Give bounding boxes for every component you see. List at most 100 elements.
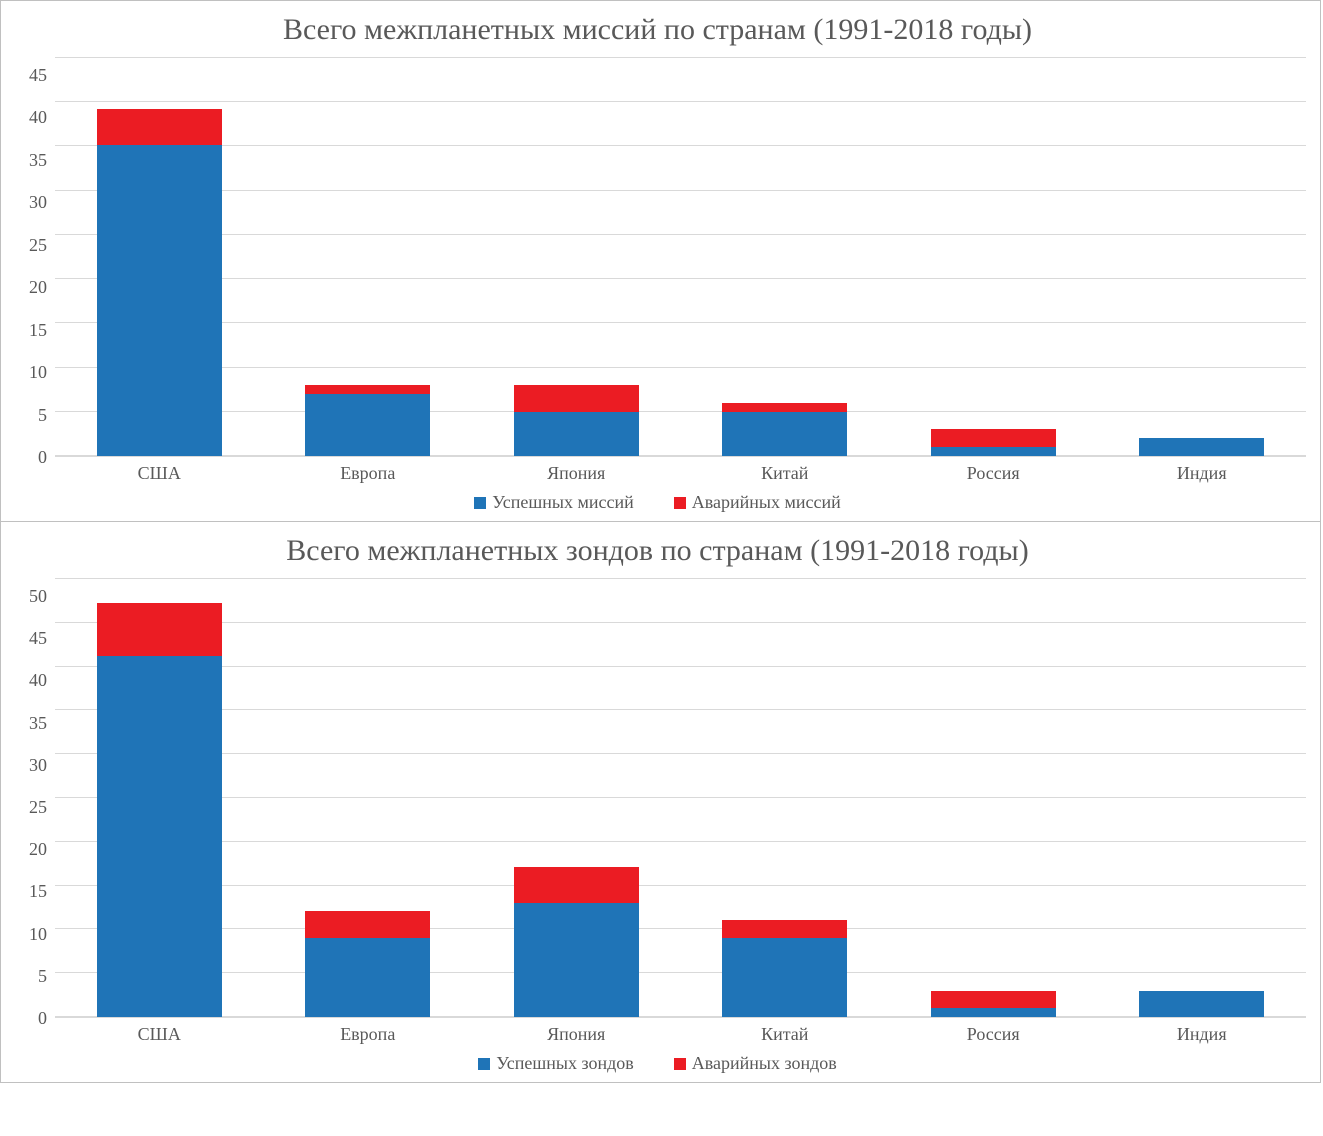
y-tick-label: 45 [29,66,47,84]
legend-item-failure: Аварийных миссий [674,492,841,513]
x-axis: СШАЕвропаЯпонияКитайРоссияИндия [55,1024,1306,1045]
legend-item-success: Успешных зондов [478,1053,634,1074]
legend: Успешных зондов Аварийных зондов [9,1053,1306,1074]
stacked-bar [514,867,639,1017]
legend-label: Аварийных зондов [692,1053,837,1074]
x-tick-label: Индия [1098,1024,1307,1045]
stacked-bar [1139,991,1264,1017]
x-tick-label: Китай [681,463,890,484]
stacked-bar [97,603,222,1017]
bar-segment-failure [97,603,222,656]
bar-segment-failure [931,429,1056,447]
bar-segment-success [514,903,639,1017]
x-tick-label: Европа [264,1024,473,1045]
bar-segment-failure [514,867,639,902]
bar-segment-success [97,656,222,1017]
x-tick-label: Россия [889,463,1098,484]
bar-segment-success [305,394,430,456]
x-axis: СШАЕвропаЯпонияКитайРоссияИндия [55,463,1306,484]
y-tick-label: 40 [29,108,47,126]
bar-segment-failure [722,403,847,412]
bar-segment-success [931,447,1056,456]
bar-segment-success [305,938,430,1017]
x-tick-label: Китай [681,1024,890,1045]
stacked-bar [722,403,847,456]
bar-slot [264,578,473,1017]
legend-item-failure: Аварийных зондов [674,1053,837,1074]
legend-label: Успешных зондов [496,1053,634,1074]
y-tick-label: 30 [29,756,47,774]
bar-segment-success [1139,991,1264,1017]
y-tick-label: 25 [29,798,47,816]
y-tick-label: 35 [29,151,47,169]
y-tick-label: 30 [29,193,47,211]
y-tick-label: 25 [29,236,47,254]
x-tick-label: США [55,1024,264,1045]
legend: Успешных миссий Аварийных миссий [9,492,1306,513]
x-tick-label: Япония [472,1024,681,1045]
y-tick-label: 50 [29,587,47,605]
stacked-bar [97,109,222,456]
legend-label: Аварийных миссий [692,492,841,513]
legend-label: Успешных миссий [492,492,634,513]
y-tick-label: 15 [29,321,47,339]
chart-title: Всего межпланетных миссий по странам (19… [9,13,1306,47]
y-axis: 454035302520151050 [9,57,55,457]
y-tick-label: 35 [29,714,47,732]
bar-segment-success [514,412,639,456]
bar-slot [889,578,1098,1017]
y-tick-label: 40 [29,671,47,689]
legend-swatch [674,497,686,509]
stacked-bar [931,429,1056,456]
chart-panel-missions: Всего межпланетных миссий по странам (19… [0,0,1321,522]
plot-area [55,578,1306,1018]
x-tick-label: США [55,463,264,484]
x-tick-label: Индия [1098,463,1307,484]
chart-title: Всего межпланетных зондов по странам (19… [9,534,1306,568]
bar-slot [472,578,681,1017]
stacked-bar [305,911,430,1017]
stacked-bar [305,385,430,456]
bar-segment-failure [931,991,1056,1009]
bar-segment-failure [305,385,430,394]
bar-slot [889,57,1098,456]
y-tick-label: 5 [38,406,47,424]
y-tick-label: 15 [29,882,47,900]
bar-slot [1098,57,1307,456]
bar-segment-success [97,145,222,456]
x-tick-label: Европа [264,463,473,484]
bars-container [55,578,1306,1017]
legend-swatch [478,1058,490,1070]
bar-slot [264,57,473,456]
legend-swatch [674,1058,686,1070]
bar-segment-success [722,412,847,456]
y-tick-label: 0 [38,448,47,466]
bars-container [55,57,1306,456]
y-tick-label: 20 [29,278,47,296]
stacked-bar [722,920,847,1017]
y-axis: 50454035302520151050 [9,578,55,1018]
bar-segment-failure [97,109,222,145]
stacked-bar [514,385,639,456]
bar-slot [681,578,890,1017]
stacked-bar [1139,438,1264,456]
y-tick-label: 20 [29,840,47,858]
bar-slot [681,57,890,456]
legend-item-success: Успешных миссий [474,492,634,513]
bar-slot [55,57,264,456]
bar-slot [55,578,264,1017]
plot-area [55,57,1306,457]
y-tick-label: 45 [29,629,47,647]
bar-segment-failure [514,385,639,412]
bar-segment-success [722,938,847,1017]
stacked-bar [931,991,1056,1017]
y-tick-label: 10 [29,363,47,381]
y-tick-label: 10 [29,925,47,943]
y-tick-label: 0 [38,1009,47,1027]
bar-segment-failure [722,920,847,938]
x-tick-label: Япония [472,463,681,484]
bar-segment-failure [305,911,430,937]
y-tick-label: 5 [38,967,47,985]
bar-slot [472,57,681,456]
chart-panel-probes: Всего межпланетных зондов по странам (19… [0,522,1321,1083]
